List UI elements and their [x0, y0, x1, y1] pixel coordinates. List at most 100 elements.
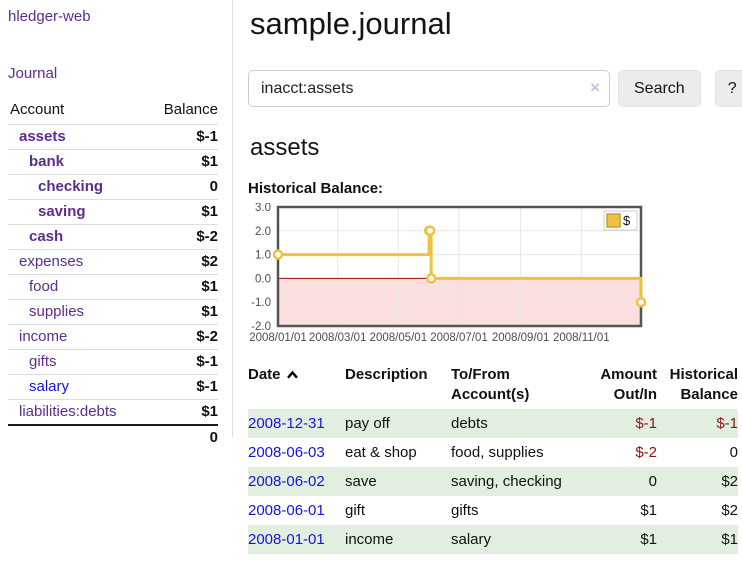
account-balance: $-1 [146, 124, 218, 150]
account-link-cash[interactable]: cash [29, 228, 64, 245]
transaction-amount: 0 [648, 473, 657, 490]
account-row: expenses $2 [8, 249, 218, 275]
y-tick-label: 3.0 [255, 203, 271, 214]
account-balance: 0 [146, 174, 218, 200]
transaction-amount: $-2 [635, 444, 657, 461]
account-link-bank[interactable]: bank [29, 153, 65, 170]
account-row: bank $1 [8, 149, 218, 175]
transaction-description: save [345, 473, 377, 490]
register-header-balance: Historical Balance [669, 366, 738, 403]
account-link-salary[interactable]: salary [29, 378, 70, 395]
transaction-amount: $1 [640, 531, 657, 548]
y-tick-label: -1.0 [251, 297, 271, 309]
app-window: hledger-web Journal Account Balance asse… [0, 0, 742, 554]
x-tick-label: 2008/01/01 [249, 332, 307, 344]
y-tick-label: 1.0 [255, 250, 271, 262]
accounts-total-value: 0 [146, 424, 218, 450]
transaction-date-link[interactable]: 2008-06-01 [248, 502, 325, 519]
transaction-date-link[interactable]: 2008-06-02 [248, 473, 325, 490]
chart-title: Historical Balance: [248, 180, 384, 197]
sidebar: hledger-web Journal Account Balance asse… [0, 0, 233, 450]
transaction-amount: $1 [640, 502, 657, 519]
sidebar-item-journal[interactable]: Journal [8, 65, 58, 82]
register-header-date[interactable]: Date [248, 363, 345, 409]
sort-ascending-icon [286, 366, 299, 386]
x-tick-label: 2008/09/01 [492, 332, 550, 344]
transaction-accounts: debts [451, 415, 488, 432]
account-row: saving $1 [8, 199, 218, 225]
account-row: salary $-1 [8, 374, 218, 400]
account-balance: $-2 [146, 324, 218, 350]
clear-search-icon[interactable]: × [590, 78, 600, 97]
transaction-date-link[interactable]: 2008-12-31 [248, 415, 325, 432]
account-link-liabilities-debts[interactable]: liabilities:debts [19, 403, 117, 420]
legend-swatch [606, 213, 621, 228]
y-tick-label: 0.0 [255, 273, 271, 285]
transaction-balance: $-1 [716, 415, 738, 432]
transaction-description: pay off [345, 415, 390, 432]
account-balance: $1 [146, 274, 218, 300]
register-row: 2008-06-02 save saving, checking 0 $2 [248, 467, 738, 496]
x-tick-label: 2008/07/01 [430, 332, 488, 344]
transaction-description: income [345, 531, 394, 548]
legend-label: $ [623, 213, 631, 228]
transaction-description: eat & shop [345, 444, 417, 461]
account-link-food[interactable]: food [29, 278, 59, 295]
account-link-checking[interactable]: checking [38, 178, 104, 195]
account-balance: $1 [146, 149, 218, 175]
transaction-date-link[interactable]: 2008-01-01 [248, 531, 325, 548]
data-point [272, 249, 284, 260]
x-tick-label: 2008/11/01 [553, 332, 610, 344]
account-row: assets $-1 [8, 124, 218, 150]
account-row: cash $-2 [8, 224, 218, 250]
transaction-balance: $2 [721, 473, 738, 490]
search-input[interactable] [248, 70, 610, 107]
account-row: food $1 [8, 274, 218, 300]
transaction-balance: $1 [721, 531, 738, 548]
accounts-header-account: Account [10, 101, 65, 118]
account-balance: $1 [146, 299, 218, 325]
y-tick-label: 2.0 [255, 226, 271, 238]
x-tick-label: 2008/03/01 [309, 332, 367, 344]
app-title-link[interactable]: hledger-web [8, 8, 91, 25]
transaction-accounts: gifts [451, 502, 479, 519]
account-balance: $-1 [146, 374, 218, 400]
transaction-date-link[interactable]: 2008-06-03 [248, 444, 325, 461]
account-row: income $-2 [8, 324, 218, 350]
account-link-income[interactable]: income [19, 328, 68, 345]
data-point [425, 273, 437, 284]
search-button[interactable]: Search [618, 70, 701, 107]
transaction-balance: $2 [721, 502, 738, 519]
register-header-accounts: To/From Account(s) [451, 366, 530, 403]
register-table: Date Description To/From Account(s) Amou… [248, 363, 738, 554]
y-tick-label: -2.0 [251, 321, 271, 333]
register-row: 2008-06-01 gift gifts $1 $2 [248, 496, 738, 525]
search-form: × Search ? [248, 70, 742, 107]
x-tick-label: 2008/05/01 [370, 332, 428, 344]
account-balance: $-1 [146, 349, 218, 375]
transaction-accounts: salary [451, 531, 492, 548]
main-content: sample.journal × Search ? assets Histori… [233, 0, 742, 554]
chart-legend: $ [603, 210, 638, 231]
account-link-expenses[interactable]: expenses [19, 253, 84, 270]
account-link-saving[interactable]: saving [38, 203, 86, 220]
account-row: liabilities:debts $1 [8, 399, 218, 425]
transaction-description: gift [345, 502, 366, 519]
account-row: gifts $-1 [8, 349, 218, 375]
register-header-row: Date Description To/From Account(s) Amou… [248, 363, 738, 409]
account-link-supplies[interactable]: supplies [29, 303, 85, 320]
help-button[interactable]: ? [714, 70, 742, 107]
register-row: 2008-01-01 income salary $1 $1 [248, 525, 738, 554]
account-link-assets[interactable]: assets [19, 128, 66, 145]
account-link-gifts[interactable]: gifts [29, 353, 57, 370]
account-balance: $-2 [146, 224, 218, 250]
date-header-label: Date [248, 366, 281, 383]
account-balance: $1 [146, 199, 218, 225]
page-title: sample.journal [250, 6, 452, 41]
account-row: checking 0 [8, 174, 218, 200]
accounts-total-row: 0 [8, 424, 218, 450]
account-balance: $1 [146, 399, 218, 425]
register-row: 2008-06-03 eat & shop food, supplies $-2… [248, 438, 738, 467]
account-balance: $2 [146, 249, 218, 275]
